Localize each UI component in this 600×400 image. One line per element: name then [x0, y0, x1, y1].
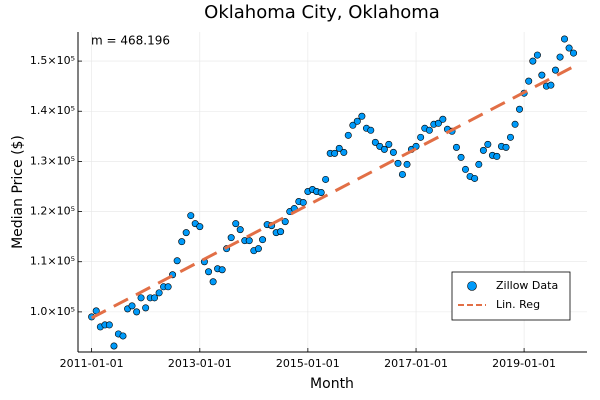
data-point [551, 66, 559, 74]
data-point [299, 199, 307, 207]
data-point [151, 294, 159, 302]
legend-label: Zillow Data [496, 279, 558, 292]
data-point [353, 117, 361, 125]
data-point [209, 278, 217, 286]
data-point [187, 212, 195, 220]
legend-label: Lin. Reg [496, 298, 540, 311]
data-point [394, 159, 402, 167]
data-point [105, 321, 113, 329]
y-tick-label: 1.3×10⁵ [30, 154, 75, 167]
data-point [344, 131, 352, 139]
data-point [358, 112, 366, 120]
data-point [119, 332, 127, 340]
data-point [506, 133, 514, 141]
y-axis-label: Median Price ($) [10, 135, 26, 249]
x-axis-label: Month [310, 376, 354, 392]
data-point [556, 53, 564, 61]
data-point [349, 121, 357, 129]
data-point [236, 226, 244, 234]
data-point [475, 160, 483, 168]
data-point [259, 236, 267, 244]
data-point [525, 77, 533, 85]
y-tick-label: 1.2×10⁵ [30, 205, 75, 218]
data-point [561, 35, 569, 43]
data-point [335, 144, 343, 152]
data-point [398, 170, 406, 178]
data-point [403, 160, 411, 168]
annotation: m = 468.196 [91, 34, 170, 48]
data-point [367, 126, 375, 134]
data-point [516, 105, 524, 113]
data-point [205, 268, 213, 276]
data-point [471, 174, 479, 182]
data-point [227, 234, 235, 242]
data-point [182, 229, 190, 237]
data-point [565, 44, 573, 52]
data-point [232, 220, 240, 228]
data-point [511, 120, 519, 128]
legend-box [451, 271, 571, 321]
data-point [538, 71, 546, 79]
data-point [484, 140, 492, 148]
data-point [502, 143, 510, 151]
data-point [218, 266, 226, 274]
data-point [417, 133, 425, 141]
y-tick-label: 1.0×10⁵ [30, 305, 75, 318]
data-point [142, 304, 150, 312]
data-point [277, 228, 285, 236]
data-point [389, 148, 397, 156]
data-point [155, 289, 163, 297]
data-point [164, 283, 172, 291]
data-point [133, 308, 141, 316]
x-tick-label: 2011-01-01 [60, 357, 124, 370]
data-point [434, 119, 442, 127]
data-point [196, 223, 204, 231]
data-point [533, 51, 541, 59]
data-point [439, 115, 447, 123]
data-point [322, 175, 330, 183]
x-tick-label: 2019-01-01 [492, 357, 556, 370]
data-point [254, 245, 262, 253]
data-point [479, 146, 487, 154]
data-point [380, 145, 388, 153]
y-tick-label: 1.1×10⁵ [30, 255, 75, 268]
chart-title: Oklahoma City, Oklahoma [204, 2, 440, 23]
data-point [493, 152, 501, 160]
legend-marker [467, 281, 477, 291]
data-point [110, 342, 118, 350]
data-point [178, 238, 186, 246]
x-tick-label: 2017-01-01 [384, 357, 448, 370]
data-point [173, 257, 181, 265]
data-point [245, 237, 253, 245]
data-point [547, 81, 555, 89]
x-tick-label: 2015-01-01 [276, 357, 340, 370]
y-tick-label: 1.4×10⁵ [30, 104, 75, 117]
regression-line [90, 65, 575, 320]
data-point [281, 218, 289, 226]
data-point [452, 143, 460, 151]
data-point [137, 294, 145, 302]
data-point [461, 165, 469, 173]
data-point [128, 302, 136, 310]
data-point [331, 149, 339, 157]
data-point [457, 153, 465, 161]
y-tick-label: 1.5×10⁵ [30, 54, 75, 67]
data-point [317, 189, 325, 197]
data-point [371, 138, 379, 146]
x-tick-label: 2013-01-01 [168, 357, 232, 370]
data-point [425, 126, 433, 134]
data-point [340, 148, 348, 156]
data-point [385, 140, 393, 148]
data-point [570, 49, 578, 57]
data-point [529, 57, 537, 65]
